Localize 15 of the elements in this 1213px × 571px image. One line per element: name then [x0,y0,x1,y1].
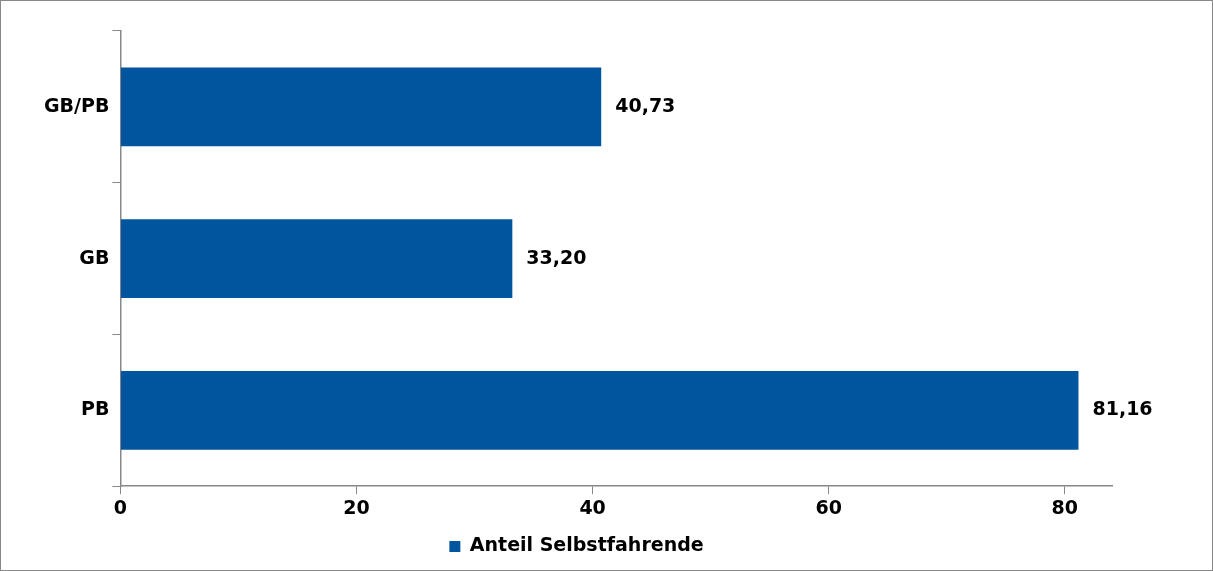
bar [120,67,602,147]
data-label: 40,73 [615,93,676,116]
x-tick-label: 0 [113,495,128,518]
data-label: 81,16 [1092,397,1153,420]
y-tick-label: PB [81,397,110,420]
bar [120,219,513,299]
bar [120,370,1079,450]
x-tick-label: 20 [343,495,370,518]
data-label: 33,20 [526,245,587,268]
x-tick-label: 80 [1051,495,1079,518]
legend-label: Anteil Selbstfahrende [469,533,704,556]
y-tick-label: GB/PB [43,93,110,116]
x-tick-label: 60 [815,495,842,518]
x-tick-label: 40 [579,495,606,518]
y-tick-label: GB [79,245,110,268]
